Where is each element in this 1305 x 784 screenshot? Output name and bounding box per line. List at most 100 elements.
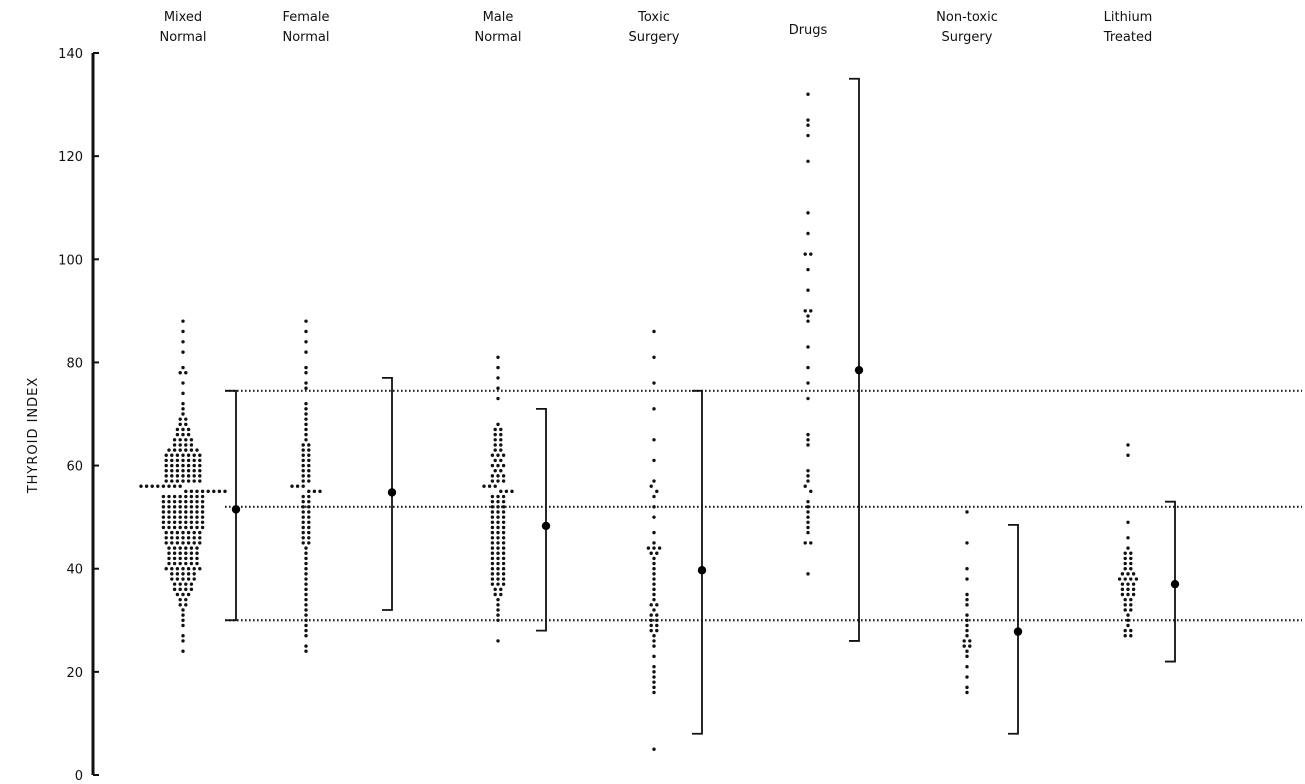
group-label: Normal [282, 30, 329, 45]
data-point [172, 546, 177, 550]
data-point [184, 520, 188, 524]
group-label: Toxic [637, 10, 670, 25]
data-point [175, 592, 180, 597]
data-point [496, 376, 500, 380]
data-point [184, 515, 188, 519]
data-point [806, 288, 810, 292]
data-point [181, 381, 185, 385]
data-point [652, 329, 656, 334]
range-bracket [849, 77, 860, 642]
data-point [195, 520, 199, 524]
data-point [806, 159, 810, 163]
data-point [499, 458, 503, 463]
data-point [195, 556, 199, 561]
data-point [295, 484, 300, 488]
data-point [510, 489, 514, 494]
data-point [1129, 561, 1133, 566]
data-point [806, 345, 810, 349]
data-point [1126, 623, 1130, 628]
data-point [186, 474, 191, 478]
data-point [172, 438, 177, 442]
data-point [490, 515, 495, 519]
data-point [167, 556, 171, 561]
data-point [496, 355, 500, 359]
y-axis-title: THYROID INDEX [26, 377, 41, 495]
data-point [181, 319, 185, 323]
data-point [806, 396, 810, 401]
data-point [184, 499, 188, 504]
mean-marker [854, 365, 864, 375]
data-point [304, 634, 308, 638]
data-point [652, 639, 656, 643]
data-point [496, 386, 500, 390]
data-point [189, 489, 194, 494]
data-point [195, 489, 199, 494]
data-point [212, 489, 216, 494]
group: Male Normal [474, 10, 551, 643]
data-point [304, 603, 308, 607]
data-point [164, 463, 168, 468]
data-point [189, 587, 194, 592]
data-point [1131, 582, 1136, 586]
data-point [496, 453, 500, 457]
data-point [490, 556, 495, 561]
data-point [1126, 582, 1130, 586]
data-point [167, 494, 171, 499]
data-point [192, 577, 196, 581]
data-point [1134, 577, 1139, 581]
data-point [189, 448, 194, 452]
data-point [501, 520, 506, 524]
data-point [304, 623, 308, 628]
group: Lithium Treated [1103, 10, 1180, 663]
data-point [652, 577, 656, 581]
data-point [195, 510, 199, 514]
data-point [1123, 551, 1127, 555]
data-point [170, 453, 174, 457]
data-point [178, 417, 182, 421]
data-point [175, 541, 180, 545]
data-point [164, 479, 168, 483]
data-point [1117, 577, 1122, 581]
data-point [178, 561, 182, 566]
data-point [646, 546, 651, 550]
data-point [200, 515, 205, 519]
data-point [170, 469, 174, 473]
data-point [965, 623, 969, 628]
data-point [181, 427, 185, 432]
data-point [496, 603, 500, 607]
data-point [304, 340, 308, 344]
data-point [1126, 546, 1130, 550]
group: Toxic Surgery [629, 10, 707, 751]
data-point [1120, 592, 1125, 597]
data-point [192, 474, 196, 478]
data-point [139, 484, 143, 488]
data-point [965, 628, 969, 633]
data-point [490, 541, 495, 545]
data-point [304, 613, 308, 617]
data-point [806, 505, 810, 509]
data-point [496, 422, 500, 427]
data-point [172, 510, 177, 514]
data-point [490, 499, 495, 504]
data-point [490, 474, 495, 478]
data-point [968, 644, 972, 648]
data-point [304, 319, 308, 323]
data-point [1123, 603, 1127, 607]
data-point [175, 453, 180, 457]
data-point [200, 505, 205, 509]
data-point [178, 443, 182, 447]
data-point [170, 541, 174, 545]
data-point [490, 525, 495, 530]
data-point [184, 582, 188, 586]
data-point [181, 618, 185, 622]
data-point [1123, 556, 1127, 561]
data-point [501, 536, 506, 540]
data-point [189, 520, 194, 524]
data-point [652, 634, 656, 638]
data-point [217, 489, 222, 494]
data-point [307, 499, 311, 504]
data-point [186, 541, 191, 545]
data-point [181, 572, 185, 576]
data-point [501, 567, 506, 571]
data-point [1129, 556, 1133, 561]
